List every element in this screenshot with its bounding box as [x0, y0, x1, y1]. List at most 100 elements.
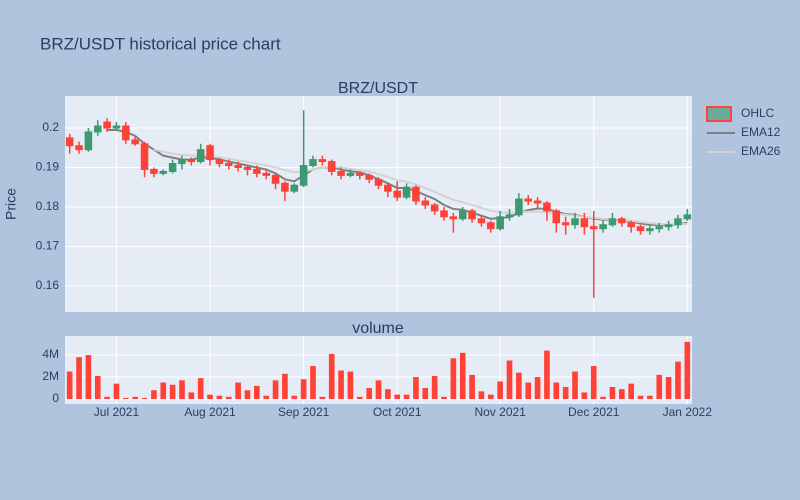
volume-bar [375, 380, 382, 400]
candle-body [402, 186, 411, 198]
volume-bar [254, 385, 260, 400]
volume-bar [94, 375, 101, 400]
candle-body [327, 161, 336, 172]
volume-bar [656, 374, 663, 400]
y-tick-label: 0 [52, 391, 59, 405]
candle-body [449, 216, 458, 220]
x-tick-label: Jul 2021 [94, 405, 140, 419]
candle-body [178, 159, 186, 165]
legend-label: OHLC [741, 106, 775, 120]
y-tick-label: 0.19 [36, 160, 60, 174]
candle-body [571, 218, 579, 226]
candle-body [84, 131, 93, 151]
candle-body [543, 202, 551, 212]
x-tick-label: Sep 2021 [278, 405, 330, 419]
candle-body [224, 163, 233, 166]
volume-bar [151, 390, 157, 400]
volume-bar [328, 353, 335, 400]
candle-body [356, 172, 364, 176]
candle-body [131, 139, 139, 145]
volume-bar [141, 397, 148, 400]
volume-bar [366, 388, 372, 400]
candle-body [140, 143, 149, 170]
volume-bar [272, 380, 279, 400]
candle-body [234, 164, 242, 168]
volume-bar [179, 380, 185, 400]
volume-bar [478, 391, 485, 400]
candle-body [309, 159, 317, 166]
volume-bar [385, 389, 391, 400]
x-tick-label: Jan 2022 [663, 405, 713, 419]
volume-bar [123, 397, 129, 400]
volume-bar [600, 396, 606, 400]
volume-bar [637, 395, 644, 400]
volume-bar [413, 377, 419, 400]
volume-bar [76, 357, 82, 400]
y-tick-label: 0.18 [36, 199, 60, 213]
volume-bar [581, 392, 588, 400]
candle-body [103, 121, 111, 129]
volume-bar [665, 377, 672, 400]
volume-bar [441, 396, 447, 400]
candle-body [664, 224, 673, 228]
volume-bar [225, 396, 232, 400]
price-plot-area [65, 96, 692, 312]
candle-body [271, 174, 280, 184]
candle-body [608, 218, 617, 226]
subplot-title: volume [352, 320, 404, 337]
volume-bar [562, 386, 569, 400]
volume-bar [282, 373, 288, 400]
candle-body [552, 210, 561, 224]
volume-bar [487, 394, 494, 400]
candle-body [150, 168, 158, 174]
candle-body [440, 210, 448, 218]
candle-body [75, 145, 83, 151]
volume-bar [506, 360, 513, 400]
y-tick-label: 0.2 [42, 120, 59, 134]
subplot-title: BRZ/USDT [338, 80, 418, 97]
volume-bar [675, 361, 681, 400]
candle-body [122, 125, 130, 141]
candle-body [281, 182, 289, 192]
volume-bar [197, 378, 204, 400]
legend-icon [706, 106, 732, 122]
volume-bar [647, 395, 653, 400]
candle-body [93, 125, 102, 133]
volume-bar [553, 382, 560, 400]
volume-bar [684, 341, 691, 400]
volume-bar [619, 389, 625, 400]
x-tick-label: Aug 2021 [184, 405, 236, 419]
candle-body [374, 178, 383, 186]
x-tick-label: Nov 2021 [474, 405, 526, 419]
volume-bar [431, 375, 438, 400]
volume-bar [310, 366, 316, 400]
volume-bar [347, 371, 354, 400]
volume-bar [356, 396, 363, 400]
y-tick-label: 0.17 [36, 239, 60, 253]
candle-body [618, 218, 626, 224]
volume-bar [244, 390, 251, 400]
volume-bar [104, 396, 110, 400]
volume-bar [66, 371, 73, 400]
volume-bar [300, 379, 307, 400]
candle-body [365, 174, 373, 180]
candle-body [196, 149, 205, 163]
volume-bar [394, 394, 401, 400]
candle-body [384, 184, 392, 192]
candle-body [515, 198, 523, 216]
candle-body [580, 218, 589, 228]
volume-bar [544, 350, 550, 400]
candle-body [458, 210, 467, 220]
candle-body [674, 218, 682, 226]
candle-body [337, 170, 345, 176]
volume-bar [497, 381, 503, 400]
y-tick-label: 4M [42, 347, 59, 361]
candle-body [477, 218, 486, 224]
candle-body [421, 200, 430, 206]
volume-bar [628, 383, 634, 400]
candle-body [318, 159, 327, 163]
x-tick-label: Dec 2021 [568, 405, 620, 419]
volume-bar [422, 388, 429, 400]
volume-bar [207, 394, 213, 400]
